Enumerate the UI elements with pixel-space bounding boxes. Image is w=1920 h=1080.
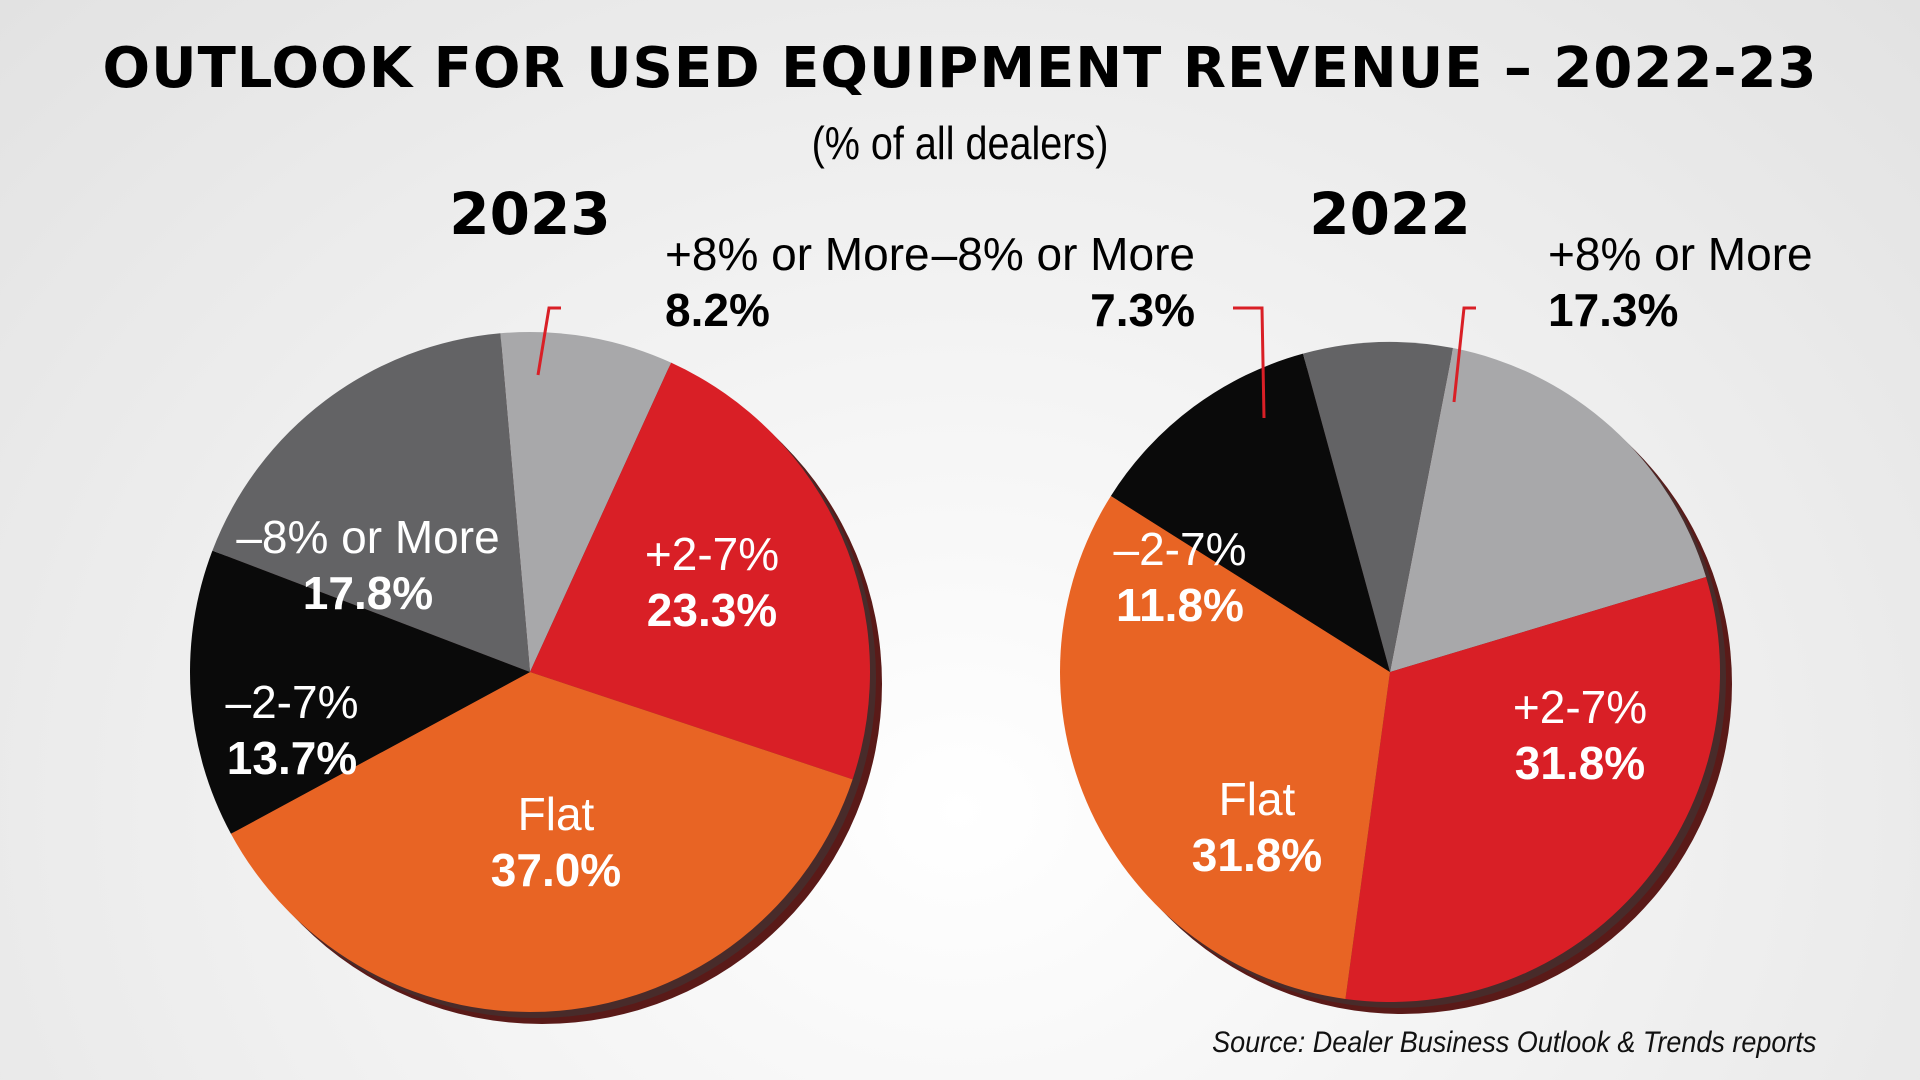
slice-value-2023-2-7: 23.3% bbox=[647, 584, 777, 636]
slice-value-2023-flat: 37.0% bbox=[491, 844, 621, 896]
slice-2023-flat bbox=[230, 672, 853, 1013]
slice-label-2023-flat: Flat bbox=[518, 788, 595, 840]
slice-value-2022-2-7: 31.8% bbox=[1515, 737, 1645, 789]
slice-2022-8-or-more bbox=[1303, 341, 1453, 672]
leader-line-2022-8-or-more bbox=[1233, 306, 1266, 419]
slice-2022-8-or-more bbox=[1390, 348, 1707, 672]
leader-line-2022-8-or-more bbox=[1452, 306, 1476, 403]
slice-2022-2-7 bbox=[1110, 353, 1390, 672]
slice-value-2022-2-7: 11.8% bbox=[1116, 579, 1244, 631]
slice-2023-8-or-more bbox=[212, 333, 530, 672]
slice-2022-2-7 bbox=[1345, 577, 1721, 1003]
slice-value-2023-8-or-more: 8.2% bbox=[665, 284, 770, 336]
slice-value-2023-8-or-more: 17.8% bbox=[303, 567, 433, 619]
slice-2023-2-7 bbox=[530, 362, 871, 780]
source-note: Source: Dealer Business Outlook & Trends… bbox=[1211, 1026, 1816, 1059]
slice-value-2022-8-or-more: 17.3% bbox=[1548, 284, 1678, 336]
slice-label-2022-8-or-more: –8% or More bbox=[932, 228, 1195, 280]
slice-2022-flat bbox=[1060, 495, 1390, 999]
pie-2022: +8% or More17.3%+2-7%31.8%Flat31.8%–2-7%… bbox=[932, 228, 1813, 1014]
slice-label-2023-8-or-more: –8% or More bbox=[236, 511, 499, 563]
slice-label-2023-2-7: +2-7% bbox=[645, 528, 779, 580]
slice-value-2022-flat: 31.8% bbox=[1192, 829, 1322, 881]
slice-2023-8-or-more bbox=[500, 331, 672, 672]
slice-2023-2-7 bbox=[189, 550, 530, 834]
chart-title: OUTLOOK FOR USED EQUIPMENT REVENUE – 202… bbox=[102, 36, 1818, 101]
pie-2023: +8% or More8.2%+2-7%23.3%Flat37.0%–2-7%1… bbox=[189, 228, 930, 1024]
slice-label-2022-flat: Flat bbox=[1219, 773, 1296, 825]
chart-subtitle: (% of all dealers) bbox=[811, 117, 1109, 169]
slice-value-2023-2-7: 13.7% bbox=[227, 732, 357, 784]
leader-line-2023-8-or-more bbox=[536, 306, 561, 376]
slice-value-2022-8-or-more: 7.3% bbox=[1090, 284, 1195, 336]
slice-label-2022-2-7: –2-7% bbox=[1114, 523, 1247, 575]
pie-title-2022: 2022 bbox=[1309, 180, 1471, 248]
slice-label-2023-8-or-more: +8% or More bbox=[665, 228, 930, 280]
slice-label-2022-2-7: +2-7% bbox=[1513, 681, 1647, 733]
pie-title-2023: 2023 bbox=[449, 180, 611, 248]
slice-label-2023-2-7: –2-7% bbox=[226, 676, 359, 728]
slice-label-2022-8-or-more: +8% or More bbox=[1548, 228, 1813, 280]
